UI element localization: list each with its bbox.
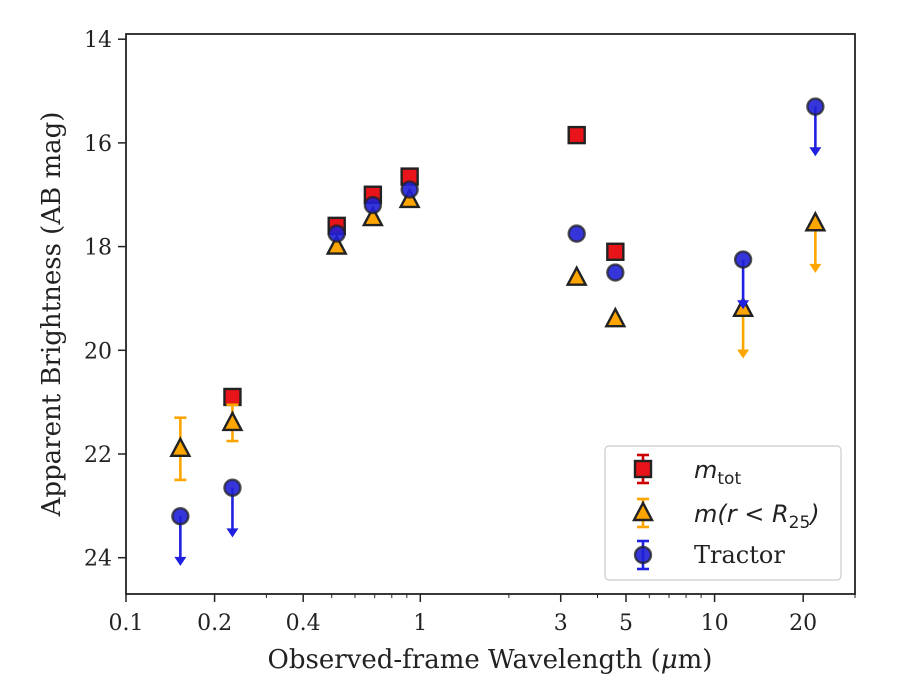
data-point xyxy=(361,205,384,227)
axis-ticks: 0.1 0.2 0.4 1 3 5 10 20 14 16 18 20 22 24 xyxy=(84,28,856,636)
x-axis-label-prefix: Observed-frame Wavelength ( xyxy=(268,645,661,675)
y-tick-label: 18 xyxy=(84,236,112,261)
data-point xyxy=(223,478,242,497)
plot-frame xyxy=(125,33,856,595)
data-point xyxy=(169,436,192,458)
legend-marker-mr25 xyxy=(632,500,654,522)
data-point xyxy=(806,97,825,116)
legend-marker-tractor xyxy=(633,545,653,565)
data-point xyxy=(733,250,753,269)
data-point xyxy=(171,507,190,526)
data-point xyxy=(606,242,625,261)
y-axis-label: Apparent Brightness (AB mag) xyxy=(37,112,67,518)
x-tick-label: 20 xyxy=(789,611,817,636)
upper-limit-arrow xyxy=(737,349,750,359)
data-point xyxy=(565,265,588,286)
data-point xyxy=(327,224,346,243)
upper-limit-arrow xyxy=(174,556,187,566)
data-point xyxy=(363,195,383,215)
y-tick-label: 14 xyxy=(84,28,112,53)
legend-box xyxy=(604,445,842,581)
legend-label-mr25: m(r < R25) xyxy=(694,500,820,533)
legend-label-mr25-tail: ) xyxy=(808,500,819,528)
data-point xyxy=(325,234,348,255)
legend: mtot m(r < R25) Tractor xyxy=(604,445,842,581)
legend-label-mtot-sub: tot xyxy=(717,469,741,489)
series-tractor xyxy=(171,97,825,566)
data-point xyxy=(221,410,244,432)
x-tick-label: 0.4 xyxy=(286,611,321,636)
upper-limit-arrow xyxy=(809,263,822,273)
upper-limit-arrow xyxy=(809,147,822,157)
data-point xyxy=(604,306,627,328)
data-point xyxy=(567,224,586,243)
upper-limit-arrow xyxy=(226,528,239,538)
y-tick-label: 16 xyxy=(84,132,112,157)
data-point xyxy=(400,180,419,199)
y-tick-label: 22 xyxy=(84,443,112,468)
x-tick-label: 1 xyxy=(413,611,427,636)
legend-label-mtot: mtot xyxy=(694,456,741,489)
data-marks xyxy=(169,97,827,566)
data-point xyxy=(606,263,625,282)
legend-markers xyxy=(632,453,654,571)
data-point xyxy=(567,125,586,145)
y-tick-label: 20 xyxy=(84,339,112,364)
data-point xyxy=(804,210,827,232)
legend-label-tractor: Tractor xyxy=(694,541,785,569)
x-tick-label: 5 xyxy=(619,611,633,636)
series-mr25 xyxy=(169,187,827,482)
upper-limit-arrow xyxy=(737,300,750,310)
y-tick-label: 24 xyxy=(84,547,112,572)
x-tick-label: 10 xyxy=(701,611,729,636)
x-axis-label-mu: μ xyxy=(661,645,678,675)
legend-label-mtot-main: m xyxy=(694,456,717,484)
x-tick-label: 0.1 xyxy=(109,611,144,636)
legend-label-mr25-sub: 25 xyxy=(789,513,811,533)
data-point xyxy=(223,387,242,407)
legend-label-mr25-main: m(r < R xyxy=(694,500,789,528)
x-axis-label: Observed-frame Wavelength (μm) xyxy=(268,645,713,675)
x-tick-label: 3 xyxy=(554,611,568,636)
x-tick-label: 0.2 xyxy=(197,611,232,636)
legend-marker-mtot xyxy=(633,459,653,479)
x-axis-label-suffix: m) xyxy=(678,645,713,675)
